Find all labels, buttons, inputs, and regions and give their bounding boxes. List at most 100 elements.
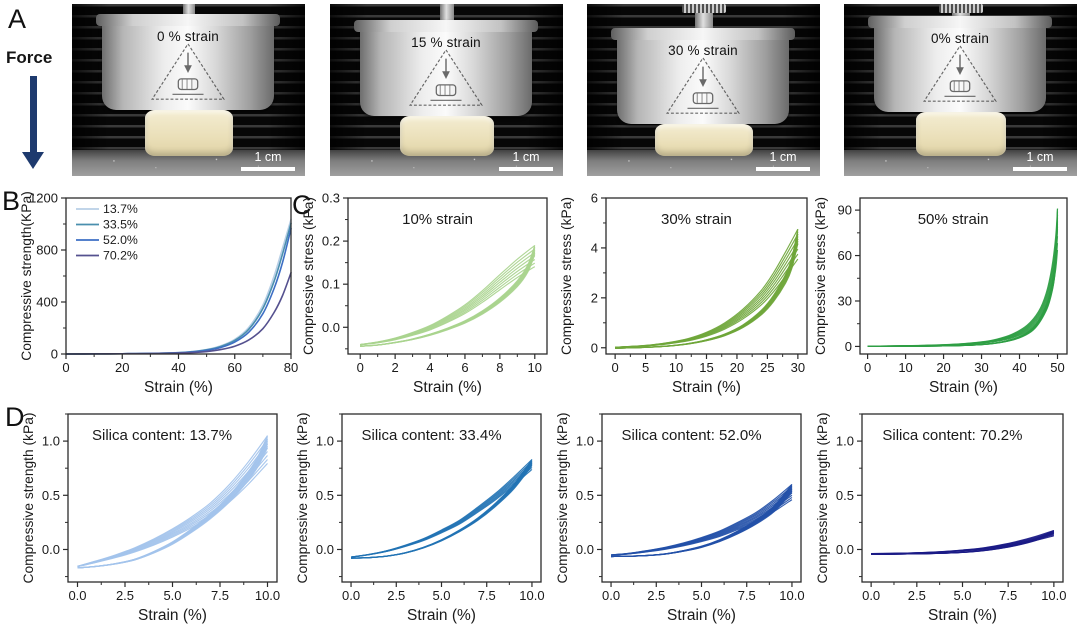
svg-text:7.5: 7.5 <box>478 588 496 603</box>
svg-text:7.5: 7.5 <box>738 588 756 603</box>
svg-text:Strain (%): Strain (%) <box>672 379 741 396</box>
scale-bar-line <box>499 167 553 171</box>
svg-text:10: 10 <box>528 360 542 375</box>
force-arrow-icon <box>30 76 37 154</box>
svg-text:Silica content: 70.2%: Silica content: 70.2% <box>882 427 1022 444</box>
svg-text:0.5: 0.5 <box>42 488 60 503</box>
svg-text:10% strain: 10% strain <box>402 211 473 228</box>
svg-text:7.5: 7.5 <box>999 588 1017 603</box>
chart-canvas: 0.0 2.5 5.0 7.5 10.0 0.0 0.5 1.0 Strain (%) Compr… <box>555 413 805 625</box>
chart-hysteresis-50pct-strain: 0 10 20 30 40 50 0 30 60 90 Strain (%) Compressive … <box>812 186 1076 398</box>
svg-text:0: 0 <box>591 340 598 355</box>
svg-text:1.0: 1.0 <box>576 434 594 449</box>
svg-text:7.5: 7.5 <box>211 588 229 603</box>
strain-label: 15 % strain <box>411 35 481 50</box>
svg-text:10: 10 <box>669 360 683 375</box>
strain-label: 0% strain <box>930 31 990 46</box>
svg-text:2.5: 2.5 <box>647 588 665 603</box>
svg-text:Compressive stress (kPa): Compressive stress (kPa) <box>813 197 828 355</box>
scale-bar: 1 cm <box>756 150 810 171</box>
svg-text:5.0: 5.0 <box>432 588 450 603</box>
load-rod <box>681 4 726 28</box>
chart-canvas: 0.0 2.5 5.0 7.5 10.0 0.0 0.5 1.0 Strain (%) Compr… <box>295 413 545 625</box>
scale-bar: 1 cm <box>499 150 553 171</box>
strain-label: 0 % strain <box>156 29 220 44</box>
compression-platen: 30 % strain <box>611 28 795 124</box>
svg-text:6: 6 <box>591 191 598 206</box>
chart-hysteresis-10pct-strain: 0 2 4 6 8 10 0.0 0.1 0.2 0.3 Strain (%) Compressive… <box>300 186 556 398</box>
warning-triangle-icon <box>923 44 997 102</box>
svg-text:2.5: 2.5 <box>116 588 134 603</box>
svg-text:0.0: 0.0 <box>862 588 880 603</box>
knurled-nut <box>938 4 983 13</box>
svg-text:15: 15 <box>699 360 713 375</box>
svg-text:50% strain: 50% strain <box>918 211 989 228</box>
svg-text:5.0: 5.0 <box>163 588 181 603</box>
chart-canvas: 0.0 2.5 5.0 7.5 10.0 0.0 0.5 1.0 Strain (%) Compr… <box>21 413 280 625</box>
svg-text:0.5: 0.5 <box>576 488 594 503</box>
load-rod <box>439 4 454 20</box>
scale-bar-line <box>756 167 810 171</box>
svg-text:0.2: 0.2 <box>322 234 340 249</box>
svg-text:Strain (%): Strain (%) <box>138 607 207 624</box>
svg-text:2.5: 2.5 <box>387 588 405 603</box>
svg-text:0.0: 0.0 <box>316 542 334 557</box>
svg-text:10.0: 10.0 <box>779 588 804 603</box>
svg-text:50: 50 <box>1050 360 1064 375</box>
svg-text:1.0: 1.0 <box>316 434 334 449</box>
svg-text:60: 60 <box>838 248 852 263</box>
svg-text:0.0: 0.0 <box>576 542 594 557</box>
svg-text:6: 6 <box>461 360 468 375</box>
svg-text:0: 0 <box>357 360 364 375</box>
svg-text:0.0: 0.0 <box>42 542 60 557</box>
svg-text:5.0: 5.0 <box>953 588 971 603</box>
svg-text:20: 20 <box>730 360 744 375</box>
svg-text:10.0: 10.0 <box>519 588 544 603</box>
svg-text:30: 30 <box>974 360 988 375</box>
compression-photo-15pct: 15 % strain 1 cm <box>330 4 563 176</box>
svg-text:Compressive strength (kPa): Compressive strength (kPa) <box>555 413 570 584</box>
svg-text:Compressive strength (kPa): Compressive strength (kPa) <box>815 413 830 584</box>
svg-text:70.2%: 70.2% <box>103 249 138 263</box>
load-rod <box>182 4 195 14</box>
chart-canvas: 0 10 20 30 40 50 0 30 60 90 Strain (%) Compressive … <box>813 197 1068 396</box>
svg-text:0.1: 0.1 <box>322 277 340 292</box>
svg-text:0.0: 0.0 <box>68 588 86 603</box>
svg-text:33.5%: 33.5% <box>103 218 138 232</box>
compression-photo-30pct: 30 % strain 1 cm <box>587 4 820 176</box>
svg-text:5.0: 5.0 <box>692 588 710 603</box>
svg-text:Compressive stress (kPa): Compressive stress (kPa) <box>301 197 316 355</box>
svg-text:0.3: 0.3 <box>322 191 340 206</box>
svg-text:0: 0 <box>51 347 58 362</box>
panel-label-b: B <box>2 186 21 216</box>
scale-bar: 1 cm <box>241 150 295 171</box>
svg-text:20: 20 <box>936 360 950 375</box>
compression-platen: 0 % strain <box>96 14 280 110</box>
chart-hysteresis-30pct-strain: 0 5 10 15 20 25 30 0 2 4 6 Strain (%) Compressive st… <box>558 186 816 398</box>
knurled-nut <box>681 4 726 13</box>
svg-text:0.0: 0.0 <box>322 320 340 335</box>
chart-hysteresis-silica-52.0: 0.0 2.5 5.0 7.5 10.0 0.0 0.5 1.0 Strain (%) Compr… <box>554 402 810 628</box>
panel-label-c: C <box>292 190 312 220</box>
svg-text:30% strain: 30% strain <box>661 211 732 228</box>
panel-label-d: D <box>5 402 25 432</box>
svg-text:25: 25 <box>760 360 774 375</box>
svg-text:Strain (%): Strain (%) <box>667 607 736 624</box>
svg-text:90: 90 <box>838 203 852 218</box>
warning-triangle-icon <box>409 48 483 106</box>
svg-text:0: 0 <box>62 360 69 375</box>
svg-text:0.0: 0.0 <box>836 542 854 557</box>
svg-text:40: 40 <box>171 360 185 375</box>
scale-bar-label: 1 cm <box>512 150 540 165</box>
svg-text:20: 20 <box>115 360 129 375</box>
svg-text:52.0%: 52.0% <box>103 233 138 247</box>
scale-bar-label: 1 cm <box>1026 150 1054 165</box>
warning-triangle-icon <box>666 56 740 114</box>
svg-text:30: 30 <box>838 293 852 308</box>
svg-text:8: 8 <box>496 360 503 375</box>
chart-hysteresis-silica-33.4: 0.0 2.5 5.0 7.5 10.0 0.0 0.5 1.0 Strain (%) Compr… <box>294 402 550 628</box>
foam-sample <box>144 110 233 156</box>
svg-text:60: 60 <box>228 360 242 375</box>
svg-text:10.0: 10.0 <box>255 588 280 603</box>
svg-text:80: 80 <box>284 360 298 375</box>
